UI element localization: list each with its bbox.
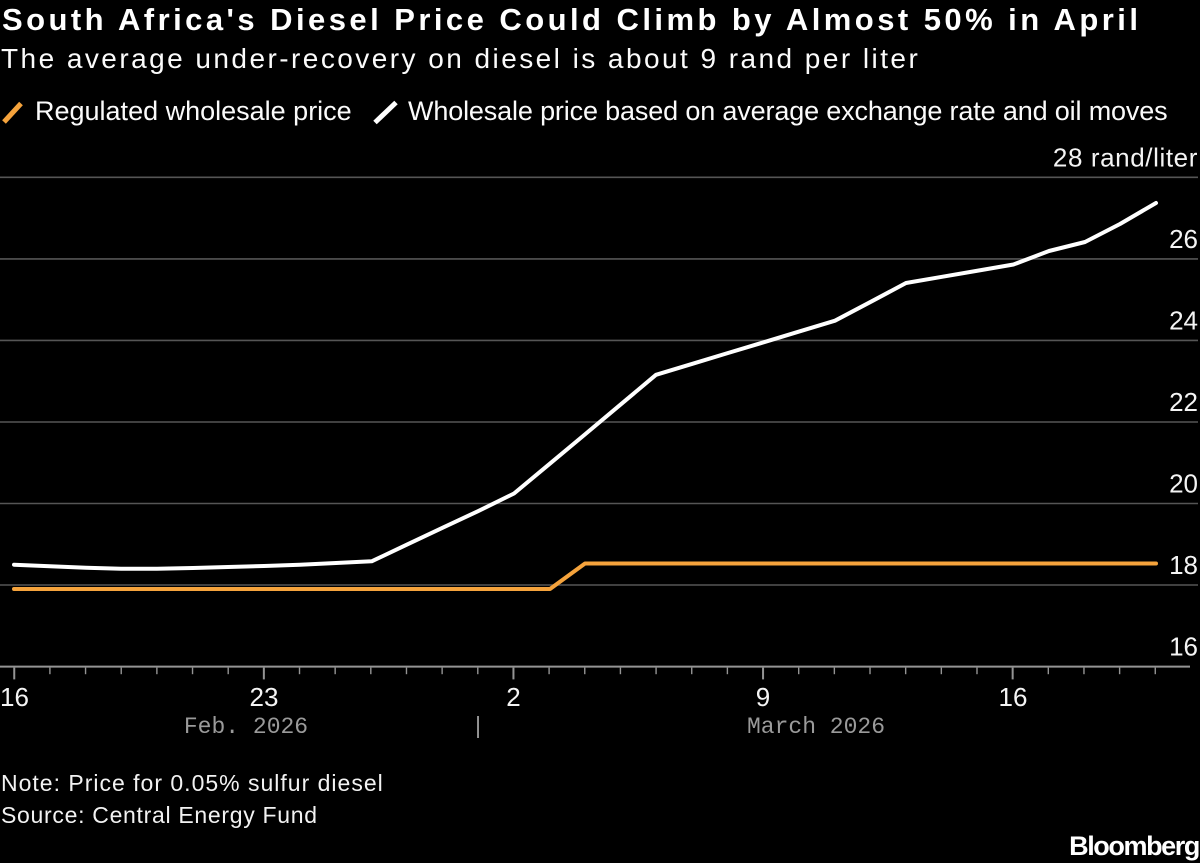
svg-text:16: 16	[1169, 632, 1198, 662]
svg-text:2: 2	[506, 682, 520, 712]
svg-text:|: |	[471, 714, 485, 740]
svg-text:16: 16	[999, 682, 1028, 712]
svg-text:26: 26	[1169, 224, 1198, 254]
svg-text:Feb. 2026: Feb. 2026	[184, 714, 308, 740]
svg-text:23: 23	[250, 682, 279, 712]
svg-text:9: 9	[756, 682, 770, 712]
svg-text:22: 22	[1169, 387, 1198, 417]
svg-text:28 rand/liter: 28 rand/liter	[1053, 142, 1198, 172]
svg-text:24: 24	[1169, 305, 1198, 335]
svg-text:16: 16	[0, 682, 29, 712]
svg-text:20: 20	[1169, 469, 1198, 499]
svg-text:March 2026: March 2026	[747, 714, 885, 740]
svg-text:18: 18	[1169, 550, 1198, 580]
